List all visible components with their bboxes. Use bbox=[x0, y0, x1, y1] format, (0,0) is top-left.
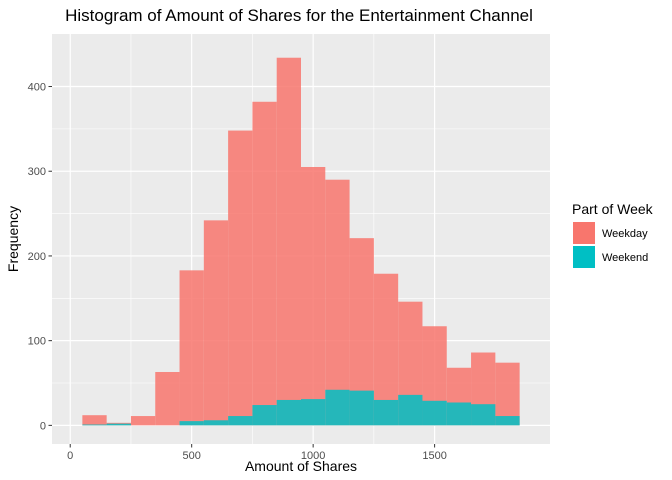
weekday-bar bbox=[228, 130, 253, 426]
weekend-bar bbox=[179, 421, 204, 426]
weekend-bar bbox=[301, 399, 326, 426]
weekend-bar bbox=[203, 420, 229, 426]
x-tick-label: 1000 bbox=[301, 450, 325, 462]
weekday-bar bbox=[155, 371, 180, 426]
weekend-bar bbox=[422, 400, 447, 426]
weekend-bar bbox=[325, 389, 350, 426]
weekend-bar bbox=[471, 404, 496, 426]
weekday-bar bbox=[203, 220, 229, 426]
legend-key-weekday bbox=[573, 222, 595, 244]
weekday-bar bbox=[82, 415, 107, 426]
legend: Part of Week Weekday Weekend bbox=[572, 201, 654, 268]
weekday-bar bbox=[495, 362, 520, 426]
weekend-bars bbox=[82, 389, 520, 426]
weekend-bar bbox=[373, 399, 399, 426]
legend-key-weekend bbox=[573, 246, 595, 268]
y-axis-title: Frequency bbox=[5, 206, 21, 272]
x-tick-label: 1500 bbox=[422, 450, 446, 462]
legend-label-weekend: Weekend bbox=[602, 252, 648, 264]
weekend-bar bbox=[349, 390, 374, 426]
y-tick-label: 300 bbox=[28, 166, 46, 178]
legend-title: Part of Week bbox=[572, 201, 654, 217]
y-axis-ticks: 0 100 200 300 400 bbox=[28, 82, 52, 432]
weekday-bar bbox=[179, 270, 204, 426]
y-tick-label: 0 bbox=[40, 420, 46, 432]
weekend-bar bbox=[446, 402, 472, 426]
weekday-bar bbox=[301, 166, 326, 426]
x-tick-label: 500 bbox=[183, 450, 201, 462]
weekend-bar bbox=[228, 416, 253, 426]
weekend-bar bbox=[398, 394, 423, 426]
x-axis-ticks: 0 500 1000 1500 bbox=[67, 444, 447, 462]
weekday-bar bbox=[252, 101, 277, 426]
legend-label-weekday: Weekday bbox=[602, 228, 648, 240]
weekend-bar bbox=[106, 423, 131, 426]
weekend-bar bbox=[252, 405, 277, 426]
weekend-bar bbox=[495, 416, 520, 426]
x-axis-title: Amount of Shares bbox=[245, 458, 357, 474]
y-tick-label: 200 bbox=[28, 251, 46, 263]
weekday-bar bbox=[325, 179, 350, 426]
x-tick-label: 0 bbox=[67, 450, 73, 462]
weekday-bar bbox=[130, 416, 156, 426]
weekday-bar bbox=[276, 57, 301, 426]
chart-title: Histogram of Amount of Shares for the En… bbox=[65, 6, 533, 25]
weekend-bar bbox=[276, 399, 301, 426]
weekend-bar bbox=[82, 424, 107, 426]
y-tick-label: 400 bbox=[28, 82, 46, 94]
y-tick-label: 100 bbox=[28, 336, 46, 348]
